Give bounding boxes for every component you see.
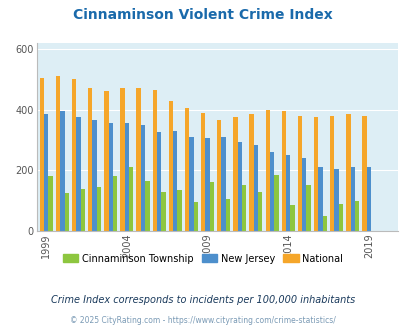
Bar <box>136 88 141 231</box>
Text: Crime Index corresponds to incidents per 100,000 inhabitants: Crime Index corresponds to incidents per… <box>51 295 354 305</box>
Text: Cinnaminson Violent Crime Index: Cinnaminson Violent Crime Index <box>73 8 332 22</box>
Text: © 2025 CityRating.com - https://www.cityrating.com/crime-statistics/: © 2025 CityRating.com - https://www.city… <box>70 316 335 325</box>
Bar <box>145 181 149 231</box>
Bar <box>225 199 230 231</box>
Bar <box>322 216 326 231</box>
Bar <box>297 116 301 231</box>
Bar <box>285 155 290 231</box>
Bar <box>193 202 198 231</box>
Bar <box>350 167 354 231</box>
Bar <box>81 188 85 231</box>
Bar <box>184 108 189 231</box>
Bar <box>306 185 310 231</box>
Bar <box>173 131 177 231</box>
Bar <box>55 76 60 231</box>
Bar <box>209 182 213 231</box>
Bar <box>72 79 76 231</box>
Bar <box>88 88 92 231</box>
Bar <box>104 91 108 231</box>
Bar <box>44 114 48 231</box>
Bar <box>269 152 273 231</box>
Bar <box>96 187 101 231</box>
Bar <box>76 117 81 231</box>
Bar <box>177 190 181 231</box>
Bar <box>290 205 294 231</box>
Bar <box>141 125 145 231</box>
Bar <box>241 185 246 231</box>
Bar <box>334 169 338 231</box>
Bar <box>217 120 221 231</box>
Bar <box>64 193 69 231</box>
Bar <box>273 175 278 231</box>
Bar <box>221 137 225 231</box>
Bar <box>40 78 44 231</box>
Bar <box>253 145 258 231</box>
Bar <box>281 111 285 231</box>
Bar <box>124 123 129 231</box>
Bar <box>265 110 269 231</box>
Bar <box>168 101 173 231</box>
Bar <box>318 167 322 231</box>
Bar <box>366 167 370 231</box>
Bar <box>108 123 113 231</box>
Bar <box>113 177 117 231</box>
Bar <box>189 137 193 231</box>
Bar <box>313 117 318 231</box>
Bar <box>120 88 124 231</box>
Bar <box>92 120 96 231</box>
Bar <box>345 114 350 231</box>
Bar <box>205 139 209 231</box>
Bar <box>301 158 306 231</box>
Bar <box>354 201 358 231</box>
Bar <box>338 204 342 231</box>
Bar <box>152 90 157 231</box>
Bar <box>233 117 237 231</box>
Bar <box>237 142 241 231</box>
Bar <box>129 167 133 231</box>
Legend: Cinnaminson Township, New Jersey, National: Cinnaminson Township, New Jersey, Nation… <box>59 249 346 267</box>
Bar <box>258 191 262 231</box>
Bar <box>161 191 165 231</box>
Bar <box>200 113 205 231</box>
Bar <box>249 114 253 231</box>
Bar <box>361 116 366 231</box>
Bar <box>60 111 64 231</box>
Bar <box>48 177 53 231</box>
Bar <box>329 116 334 231</box>
Bar <box>157 132 161 231</box>
